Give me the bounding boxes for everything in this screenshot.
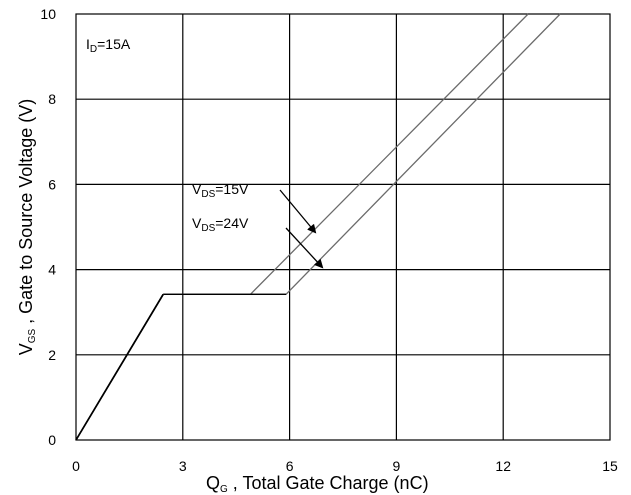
y-tick-label: 4 <box>48 262 56 278</box>
y-tick-label: 0 <box>48 432 56 448</box>
plot-frame <box>75 13 611 441</box>
series-2-rise <box>75 293 164 441</box>
series-1-label: VDS=15V <box>192 181 249 200</box>
y-tick-label: 2 <box>48 347 56 363</box>
x-tick-label: 9 <box>393 458 401 474</box>
axis-labels: QG , Total Gate Charge (nC) VGS , Gate to… <box>16 99 429 495</box>
x-tick-label: 12 <box>495 458 511 474</box>
series-2-arrow <box>285 227 324 269</box>
series-layer <box>75 13 561 441</box>
condition-label: ID=15A <box>86 36 131 55</box>
series-1-line <box>163 13 529 295</box>
x-tick-label: 0 <box>72 458 80 474</box>
x-tick-label: 15 <box>602 458 618 474</box>
y-tick-label: 6 <box>48 176 56 192</box>
grid <box>76 14 610 440</box>
y-tick-label: 8 <box>48 91 56 107</box>
y-axis-label: VGS , Gate to Source Voltage (V) <box>16 99 38 356</box>
x-tick-label: 3 <box>179 458 187 474</box>
series-1-arrow <box>279 189 317 234</box>
x-tick-label: 6 <box>286 458 294 474</box>
series-2-label: VDS=24V <box>192 215 249 234</box>
annotations: ID=15A VDS=15V VDS=24V <box>86 36 324 269</box>
series-2-line <box>163 13 561 295</box>
tick-labels: 0 3 6 9 12 15 0 2 4 6 8 10 <box>40 6 618 474</box>
plot-border <box>75 13 611 441</box>
y-tick-label: 10 <box>40 6 56 22</box>
x-axis-label: QG , Total Gate Charge (nC) <box>206 473 429 495</box>
